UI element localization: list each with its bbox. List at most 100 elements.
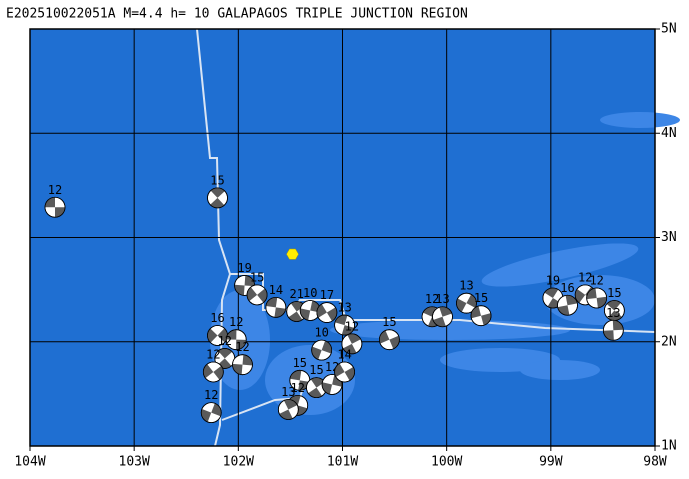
depth-label: 12 <box>48 183 62 197</box>
ball-quadrant <box>332 374 343 387</box>
focal-mechanism <box>470 305 492 327</box>
ball-quadrant <box>316 303 327 318</box>
ball-outline <box>334 314 355 336</box>
ball-outline <box>586 287 608 309</box>
focal-mechanism <box>602 319 624 341</box>
focal-mechanism <box>246 284 268 306</box>
focal-mechanism <box>265 296 287 318</box>
focal-mechanism <box>316 302 338 323</box>
ball-quadrant <box>607 310 623 321</box>
x-tick-label: 104W <box>14 455 45 470</box>
ball-outline <box>470 305 492 327</box>
ball-outline <box>44 196 66 218</box>
epicenter <box>286 248 299 260</box>
focal-mechanism <box>44 196 66 218</box>
ball-quadrant <box>606 300 621 311</box>
ball-quadrant <box>234 284 245 296</box>
depth-label: 14 <box>269 283 283 297</box>
ball-quadrant <box>218 348 233 359</box>
ball-quadrant <box>232 363 243 375</box>
ball-quadrant <box>612 320 624 331</box>
ball-quadrant <box>322 382 333 395</box>
x-tick-label: 98W <box>643 455 667 470</box>
focal-mechanism <box>334 314 355 336</box>
ball-quadrant <box>308 387 323 398</box>
depth-label: 12 <box>229 315 243 329</box>
depth-label: 21 <box>289 287 303 301</box>
x-tick-label: 101W <box>327 455 358 470</box>
ball-outline <box>311 339 333 361</box>
ball-outline <box>200 402 222 424</box>
x-tick-label: 102W <box>223 455 254 470</box>
ball-quadrant <box>274 307 286 318</box>
ball-outline <box>321 374 343 395</box>
ball-quadrant <box>210 197 225 208</box>
ball-quadrant <box>226 329 237 340</box>
ball-quadrant <box>586 288 597 300</box>
ball-outline <box>265 296 287 318</box>
ball-quadrant <box>326 307 337 322</box>
depth-label: 13 <box>281 385 295 399</box>
depth-label: 12 <box>589 273 603 287</box>
y-tick-label: 2N <box>661 334 677 349</box>
ball-outline <box>557 294 578 316</box>
ball-quadrant <box>247 287 258 302</box>
depth-label: 16 <box>560 281 574 295</box>
ball-quadrant <box>466 294 477 308</box>
ball-quadrant <box>288 311 303 322</box>
ball-quadrant <box>342 343 357 354</box>
focal-mechanism <box>311 339 333 361</box>
ball-outline <box>602 319 624 341</box>
ball-quadrant <box>213 365 224 380</box>
focal-mechanism <box>557 294 578 316</box>
ball-quadrant <box>210 187 225 198</box>
ball-outline <box>207 187 228 209</box>
ball-quadrant <box>456 298 467 313</box>
ball-quadrant <box>203 364 214 379</box>
ball-quadrant <box>389 335 400 349</box>
ball-quadrant <box>544 287 559 298</box>
ball-outline <box>316 302 338 323</box>
ball-quadrant <box>279 409 293 420</box>
focal-mechanism <box>334 361 355 383</box>
depth-label: 12 <box>204 388 218 402</box>
map-title: E202510022051A M=4.4 h= 10 GALAPAGOS TRI… <box>6 7 468 22</box>
ball-quadrant <box>379 330 390 344</box>
depth-label: 10 <box>303 286 317 300</box>
focal-mechanism <box>586 287 608 309</box>
depth-label: 12 <box>218 334 232 348</box>
depth-label: 15 <box>607 286 621 300</box>
y-tick-label: 4N <box>661 126 677 141</box>
depth-label: 12 <box>235 340 249 354</box>
ball-quadrant <box>242 354 253 366</box>
depth-label: 12 <box>578 270 592 284</box>
focal-mechanism <box>232 354 253 376</box>
depth-label: 13 <box>606 306 620 320</box>
focal-mechanism <box>341 333 363 355</box>
ball-quadrant <box>310 377 325 388</box>
ball-outline <box>432 306 453 328</box>
x-tick-label: 99W <box>539 455 563 470</box>
depth-label: 16 <box>210 311 224 325</box>
focal-mechanism <box>207 187 228 209</box>
focal-mechanism <box>306 377 327 399</box>
ball-outline <box>456 292 477 314</box>
depth-label: 12 <box>425 292 439 306</box>
focal-mechanism <box>432 306 453 328</box>
depth-label: 15 <box>309 363 323 377</box>
ball-quadrant <box>347 333 361 344</box>
focal-mechanism <box>289 369 311 391</box>
depth-label: 19 <box>237 261 251 275</box>
depth-label: 15 <box>474 291 488 305</box>
ball-quadrant <box>603 330 614 341</box>
ball-quadrant <box>283 399 298 410</box>
y-tick-label: 5N <box>661 22 677 37</box>
ball-outline <box>246 284 268 306</box>
y-tick-label: 3N <box>661 230 677 245</box>
ball-quadrant <box>45 197 55 208</box>
focal-mechanism <box>202 361 224 383</box>
ball-quadrant <box>217 328 228 343</box>
